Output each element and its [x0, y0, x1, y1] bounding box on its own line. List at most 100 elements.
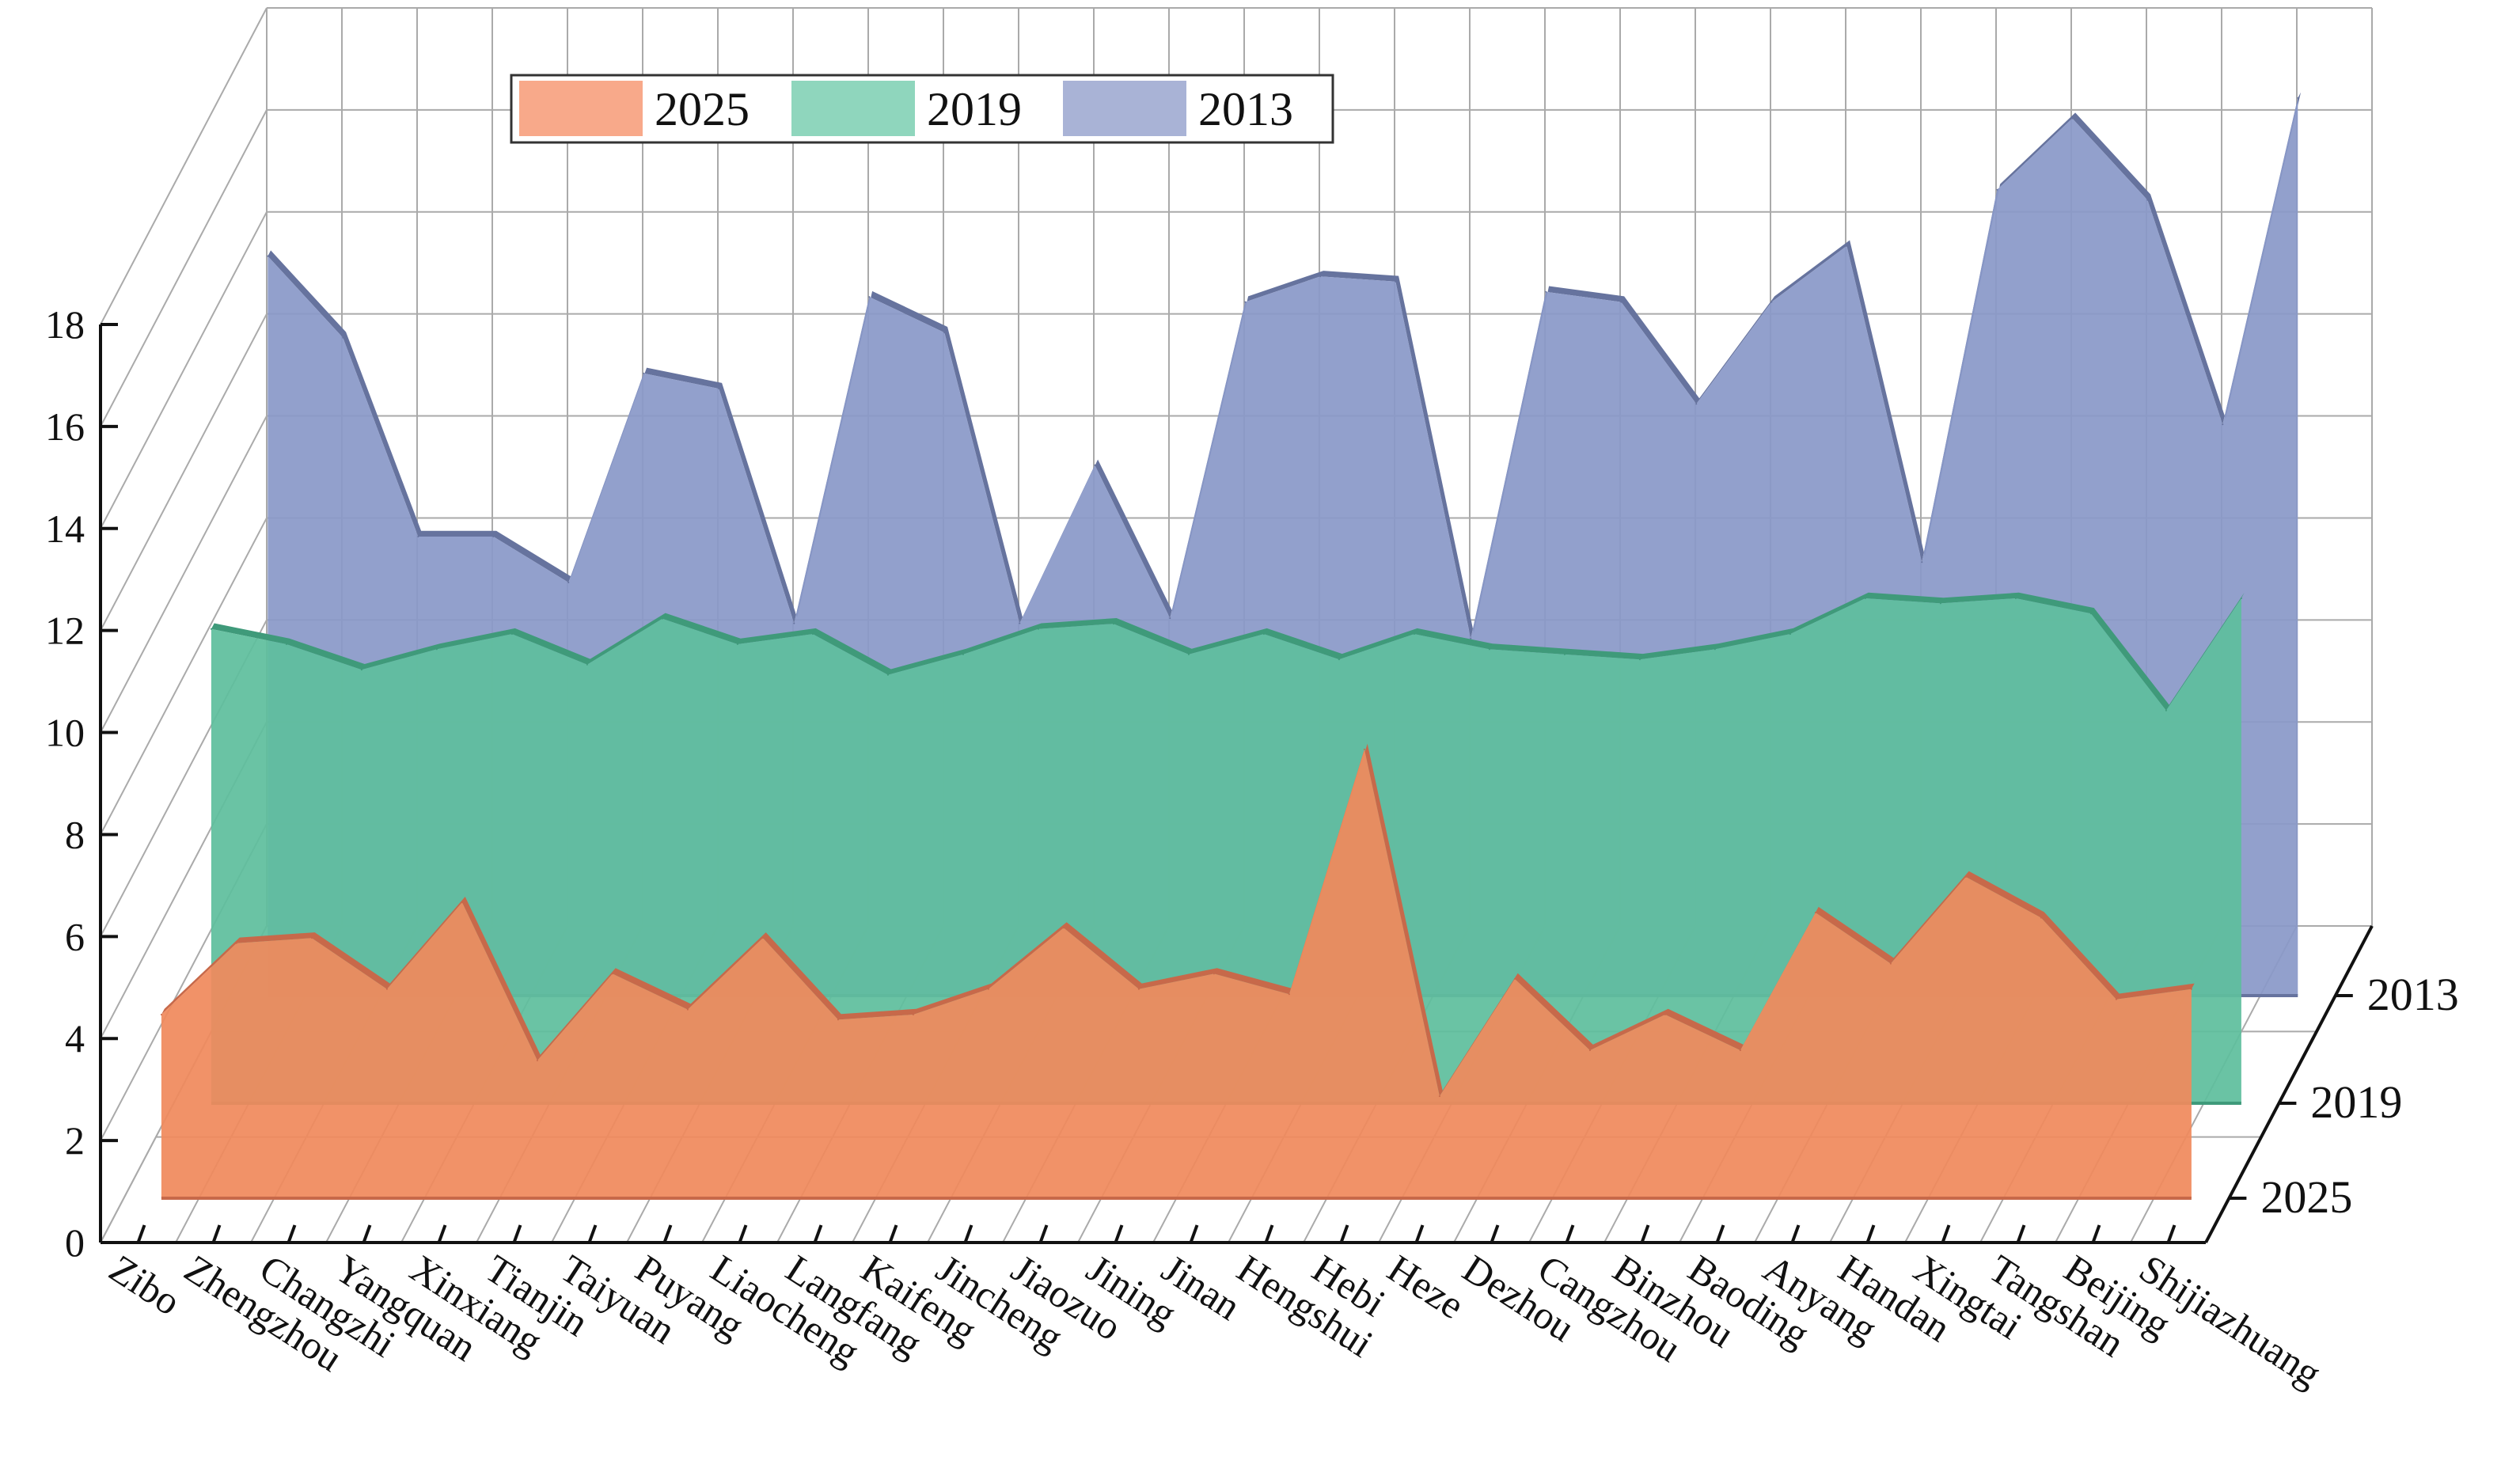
- point-2025-Zibo: [160, 1014, 162, 1015]
- point-2025-Handan: [1889, 962, 1892, 965]
- point-2025-Binzhou: [1664, 1014, 1666, 1015]
- point-2019-Baoding: [1789, 633, 1791, 636]
- point-2025-Kaifeng: [912, 1014, 914, 1015]
- legend-frame: [510, 74, 1334, 144]
- point-2025-Beijing: [2115, 998, 2117, 1000]
- legend-label-2013: 2013: [1198, 83, 1293, 135]
- point-2025-Zhengzhou: [235, 942, 237, 944]
- point-2019-Hebi: [1413, 633, 1415, 636]
- x-tick: [1865, 1224, 1876, 1243]
- x-tick: [2166, 1224, 2177, 1243]
- point-2013-Beijing: [2222, 423, 2224, 426]
- point-2025-Tangshan: [2040, 916, 2042, 919]
- legend-swatch-2019: [791, 81, 915, 136]
- x-tick-label: Heze: [1380, 1246, 1473, 1327]
- series-2025: [160, 743, 2195, 1200]
- y-tick-label: 14: [45, 507, 85, 551]
- point-2025-Heze: [1438, 1095, 1440, 1098]
- y-tick-label: 6: [65, 914, 85, 958]
- point-2019-Heze: [1488, 648, 1490, 651]
- legend-label-2019: 2019: [927, 83, 1022, 135]
- point-2019-Changzhi: [360, 669, 362, 671]
- depth-label-2013: 2013: [2367, 969, 2459, 1020]
- point-2013-Kaifeng: [1019, 622, 1021, 624]
- point-2013-Taiyuan: [718, 388, 720, 390]
- point-2019-Kaifeng: [962, 653, 964, 655]
- point-2025-Jiaozuo: [1062, 927, 1065, 929]
- point-2025-Jining: [1137, 988, 1140, 990]
- x-tick: [1790, 1224, 1801, 1243]
- point-2013-Dezhou: [1620, 301, 1622, 303]
- point-2025-Changzhi: [310, 937, 313, 939]
- x-tick: [1189, 1224, 1199, 1243]
- x-tick: [2091, 1224, 2101, 1243]
- point-2019-Liaocheng: [811, 633, 814, 636]
- point-2013-Liaocheng: [868, 296, 871, 298]
- x-tick: [1490, 1224, 1500, 1243]
- point-2019-Shijiazhuang: [2240, 598, 2242, 599]
- point-2013-Langfang: [943, 332, 946, 334]
- point-2025-Taiyuan: [611, 973, 613, 975]
- point-2025-Jinan: [1213, 973, 1215, 975]
- point-2019-Zibo: [210, 628, 212, 630]
- point-2019-Tangshan: [2089, 613, 2092, 615]
- x-tick: [1565, 1224, 1575, 1243]
- point-2025-Xingtai: [1964, 876, 1967, 878]
- side-grid-line: [100, 415, 268, 734]
- point-2013-Jiaozuo: [1169, 617, 1171, 620]
- point-2025-Yangquan: [385, 988, 388, 990]
- y-tick-label: 10: [45, 711, 85, 755]
- point-2013-Baoding: [1846, 245, 1848, 247]
- x-tick: [888, 1224, 898, 1243]
- x-tick: [1715, 1224, 1725, 1243]
- point-2025-Langfang: [837, 1019, 839, 1021]
- x-tick: [1640, 1224, 1650, 1243]
- point-2019-Dezhou: [1563, 653, 1566, 655]
- x-tick: [1264, 1224, 1274, 1243]
- point-2025-Puyang: [686, 1008, 689, 1011]
- x-tick: [963, 1224, 973, 1243]
- point-2019-Handan: [1939, 602, 1941, 605]
- y-tick-label: 16: [45, 404, 85, 449]
- x-tick: [813, 1224, 823, 1243]
- point-2013-Anyang: [1921, 561, 1923, 563]
- point-2025-Dezhou: [1513, 977, 1516, 980]
- side-grid-line: [100, 211, 268, 529]
- point-2019-Beijing: [2165, 709, 2167, 711]
- y-tick-label: 2: [65, 1118, 85, 1163]
- x-tick-label: Zibo: [102, 1246, 189, 1323]
- depth-axis-line: [2204, 925, 2374, 1243]
- x-tick: [587, 1224, 598, 1243]
- x-tick: [1941, 1224, 1951, 1243]
- legend-label-2025: 2025: [655, 83, 750, 135]
- point-2013-Tianjin: [643, 372, 645, 374]
- x-tick: [2016, 1224, 2026, 1243]
- point-2019-Jining: [1187, 653, 1190, 655]
- side-grid-line: [100, 7, 268, 325]
- x-tick: [1038, 1224, 1049, 1243]
- point-2013-Shijiazhuang: [2297, 97, 2299, 99]
- legend-swatch-2013: [1063, 81, 1186, 136]
- x-tick: [738, 1224, 748, 1243]
- point-2025-Liaocheng: [761, 937, 764, 939]
- point-2025-Hebi: [1363, 748, 1365, 750]
- point-2013-Handan: [1996, 188, 1998, 191]
- point-2019-Zhengzhou: [285, 643, 287, 645]
- y-tick-label: 18: [45, 302, 85, 347]
- point-2019-Langfang: [886, 673, 889, 676]
- legend-swatch-2025: [519, 81, 643, 136]
- point-2013-Hebi: [1470, 637, 1472, 639]
- series-2025-area: [161, 749, 2192, 1198]
- point-2019-Xinxiang: [510, 633, 513, 636]
- point-2019-Hengshui: [1338, 658, 1340, 661]
- point-2025-Tianjin: [536, 1060, 538, 1061]
- x-tick: [136, 1224, 146, 1243]
- point-2013-Zibo: [267, 255, 269, 257]
- point-2025-Anyang: [1814, 912, 1816, 914]
- point-2025-Shijiazhuang: [2190, 988, 2192, 990]
- y-tick-label: 4: [65, 1016, 85, 1061]
- side-grid-line: [100, 109, 268, 427]
- depth-label-2019: 2019: [2310, 1076, 2402, 1128]
- point-2019-Cangzhou: [1638, 658, 1641, 661]
